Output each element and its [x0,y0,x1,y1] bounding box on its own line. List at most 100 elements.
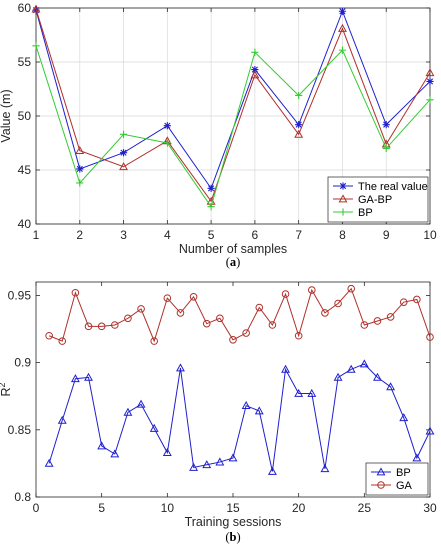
chart-b-series-1-point-4 [97,322,106,331]
chart-b-series-1-point-9 [163,294,172,302]
chart-b-series-0-point-27 [399,413,409,422]
chart-a-x-tick-label-2: 3 [120,228,127,242]
chart-a-caption-open: ( [226,255,230,269]
chart-b-x-tick-label-6: 30 [423,501,437,515]
chart-b-series-0-point-10 [176,363,185,372]
chart-b-series-1-point-3 [84,322,93,331]
chart-b-y-axis-label: R2 [0,382,13,396]
chart-b-y-tick-label-3: 0.95 [8,288,32,302]
chart-b-series-0-point-13 [215,457,225,466]
chart-b-series-0-point-11 [189,462,199,471]
chart-a-x-tick-label-3: 4 [164,228,171,242]
chart-b-series-1-point-18 [281,290,290,298]
chart-a-series-0-point-5 [251,65,259,74]
chart-b-series-line-0 [48,363,431,472]
chart-a-series-0-point-9 [426,77,434,86]
chart-a-caption-close: ) [236,255,240,269]
chart-b-caption-letter: b [230,530,237,544]
chart-b-y-tick-label-0: 0.8 [14,490,31,504]
chart-a-y-tick-label-1: 45 [18,163,32,177]
chart-a-series-1-point-6 [294,129,304,138]
chart-b-caption-open: ( [225,530,229,544]
chart-b-series-0-point-7 [136,399,146,408]
chart-b-series-0-point-28 [412,453,422,462]
chart-b-series-0-point-17 [267,466,277,475]
chart-b-x-tick-label-0: 0 [33,501,40,515]
chart-a-series-2-point-3 [163,139,171,147]
chart-b-series-0-point-6 [123,407,133,416]
chart-b-series-0-point-26 [386,382,396,391]
chart-a-y-axis-label: Value (m) [0,89,13,142]
chart-a-series-1-point-0 [31,4,41,13]
chart-a-series-0-point-1 [76,165,84,173]
chart-b-legend-marker-0 [376,467,386,476]
chart-a-series-1-point-2 [119,162,129,171]
chart-a-series-0-point-4 [207,184,215,192]
chart-b-series-1-point-2 [71,288,80,297]
chart-a-x-tick-label-6: 7 [295,228,302,242]
chart-b-series-1-point-8 [150,337,158,345]
chart-b-series-0-point-12 [202,460,212,469]
chart-b-series-1-point-26 [386,313,395,321]
chart-b-series-1-point-24 [360,321,369,329]
chart-a-x-axis-label: Number of samples [179,242,287,256]
chart-a-series [31,4,435,211]
chart-b-series-0-point-22 [333,372,343,381]
chart-a-series-line-2 [35,45,431,208]
chart-a-legend-label-1: GA-BP [358,194,392,206]
chart-b-series-0-point-16 [254,406,264,415]
chart-a-series-2-point-5 [251,48,259,56]
chart-a-x-tick-label-7: 8 [339,228,346,242]
chart-b-y-axis-label-sup: 2 [0,382,7,387]
chart-b-x-tick-label-5: 25 [358,501,372,515]
chart-b-series-1-point-10 [176,309,185,317]
chart-b-legend-label-0: BP [396,467,411,479]
chart-a-series-2-point-2 [119,130,128,138]
chart-b-series-0-point-20 [307,388,317,397]
chart-a-series-2-point-6 [295,91,303,100]
chart-b-legend-marker-1 [377,481,385,489]
chart-a-y-tick-label-2: 50 [18,109,32,123]
chart-b-series-0-point-19 [294,388,304,397]
chart-b-series-1-point-14 [229,335,237,344]
chart-a-x-tick-label-0: 1 [33,228,40,242]
chart-b-series-0-point-18 [281,364,290,373]
chart-b-series-1-point-17 [268,321,277,329]
chart-b-series-1-point-7 [137,305,145,313]
chart-b-series-0-point-1 [57,415,67,424]
chart-b-series-1-point-12 [202,319,211,328]
chart-b-series-0-point-25 [373,372,382,381]
chart-b-series-1-point-1 [58,337,67,345]
chart-a-series-1-point-9 [425,68,435,77]
chart-b-series-0-point-8 [149,423,159,432]
chart-a-series-line-0 [35,9,431,190]
chart-b-series-1-point-25 [373,317,382,325]
chart-a-series-0-point-3 [163,122,171,130]
chart-b-series-1-point-15 [242,329,250,337]
chart-b-caption: (b) [225,530,240,544]
chart-a-x-tick-label-9: 10 [423,228,437,242]
chart-b-series-0-point-21 [320,464,330,473]
chart-a-series-0-point-8 [382,121,390,129]
chart-b-series-1-point-28 [413,295,421,304]
chart-b-caption-close: ) [236,530,240,544]
chart-b-series-1-point-22 [334,299,342,308]
chart-a-legend-marker-0 [339,182,347,190]
chart-b-series-0-point-4 [97,441,107,450]
chart-a-series-line-1 [35,8,431,203]
chart-a-x-tick-label-1: 2 [76,228,83,242]
chart-b-ticks: 0 5 10 15 20 25 30 0.8 0.85 0.9 0.95 [8,282,437,515]
chart-b-y-tick-label-1: 0.85 [8,423,32,437]
chart-b-series-1-point-5 [111,321,119,329]
chart-a-series-2-point-4 [207,203,215,211]
chart-b-series-0-point-14 [228,453,238,462]
chart-a-x-tick-label-8: 9 [383,228,390,242]
chart-a-series-2-point-9 [426,96,434,104]
chart-a-legend-marker-1 [338,194,348,203]
chart-a-x-tick-label-4: 5 [208,228,215,242]
chart-a-legend-label-2: BP [358,207,373,219]
